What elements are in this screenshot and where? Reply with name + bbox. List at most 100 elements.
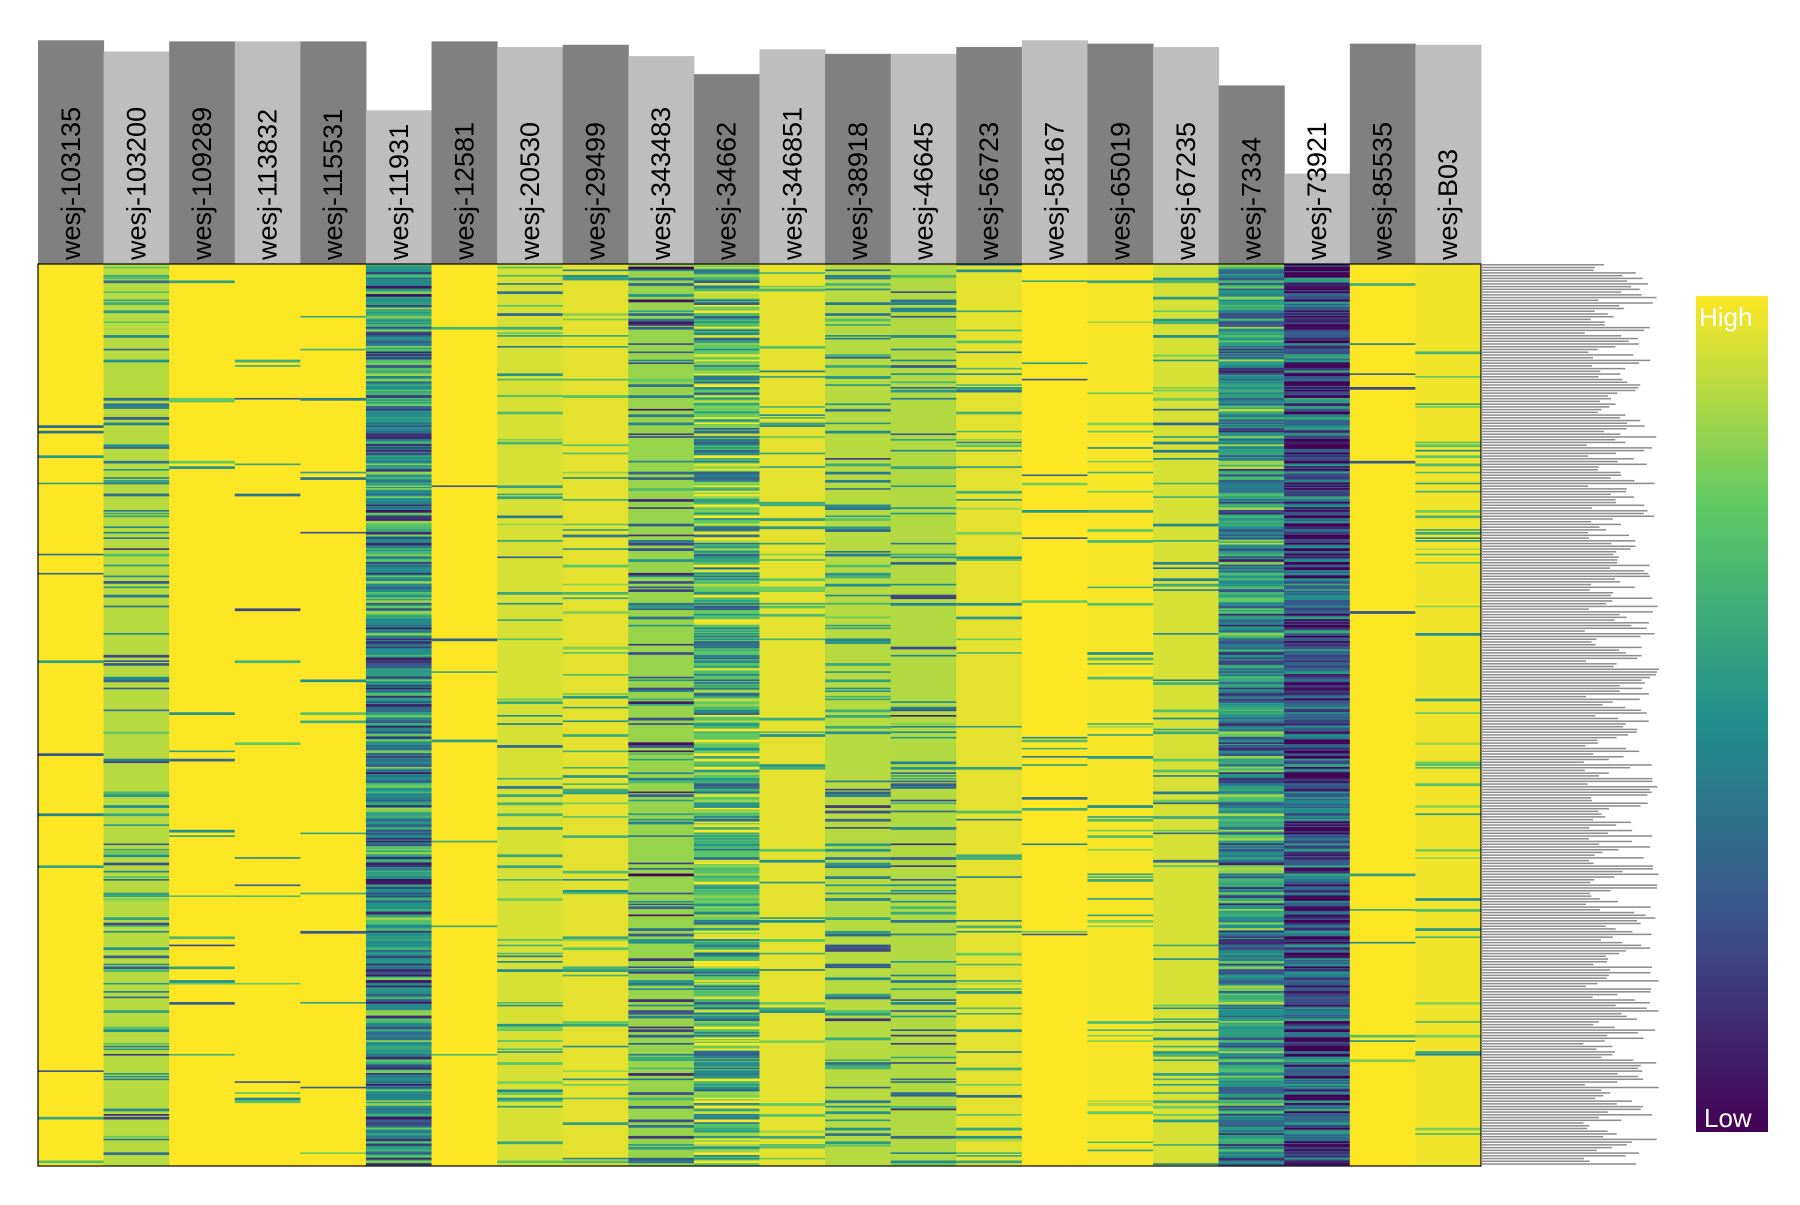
heatmap-cell: [693, 1155, 760, 1157]
heatmap-cell: [365, 449, 433, 452]
row-bar: [1481, 315, 1614, 318]
heatmap-cell: [628, 299, 695, 303]
row-bar: [1481, 646, 1642, 649]
heatmap-column-wesj-12581: [431, 264, 498, 1166]
heatmap-cell: [1415, 605, 1482, 608]
row-bar: [1481, 794, 1648, 796]
row-bar: [1481, 1018, 1638, 1020]
row-bar: [1481, 900, 1619, 903]
heatmap-cell: [1284, 381, 1351, 385]
heatmap-cell: [365, 444, 433, 447]
heatmap-cell: [890, 988, 957, 990]
heatmap-cell: [365, 553, 433, 557]
heatmap-cell: [1218, 373, 1285, 375]
heatmap-cell: [628, 966, 695, 969]
heatmap-cell: [1218, 1053, 1285, 1056]
heatmap-cell: [693, 469, 760, 471]
column-label: wesj-73921: [1302, 122, 1332, 261]
heatmap-cell: [1153, 1007, 1220, 1010]
heatmap-cell: [300, 832, 367, 835]
heatmap-cell: [1284, 280, 1351, 283]
heatmap-cell: [1153, 1018, 1220, 1021]
heatmap-cell: [365, 1056, 433, 1060]
heatmap-cell: [1218, 911, 1285, 915]
heatmap-cell: [693, 370, 760, 373]
heatmap-cell: [1284, 428, 1351, 430]
heatmap-cell: [562, 274, 629, 278]
heatmap-cell: [1218, 365, 1285, 368]
heatmap-cell: [1218, 602, 1285, 606]
heatmap-cell: [890, 879, 957, 881]
heatmap-cell: [1415, 376, 1482, 378]
heatmap-cell: [628, 605, 695, 609]
heatmap-cell: [693, 802, 760, 806]
heatmap-cell: [628, 690, 695, 693]
heatmap-cell: [1218, 589, 1285, 592]
heatmap-cell: [890, 449, 957, 452]
heatmap-cell: [693, 285, 760, 289]
heatmap-cell: [1218, 1004, 1285, 1007]
heatmap-cell: [1218, 594, 1285, 598]
heatmap-cell: [693, 302, 760, 305]
heatmap-cell: [1218, 1070, 1285, 1072]
heatmap-cell: [628, 676, 695, 679]
heatmap-cell: [693, 1051, 760, 1054]
heatmap-cell: [628, 608, 695, 611]
heatmap-cell: [693, 950, 760, 952]
heatmap-cell: [693, 490, 760, 493]
heatmap-cell: [1218, 392, 1285, 395]
row-bar: [1481, 469, 1598, 471]
heatmap-cell: [497, 1105, 564, 1108]
heatmap-cell: [693, 611, 760, 614]
heatmap-cell: [497, 266, 564, 269]
heatmap-cell: [693, 840, 760, 843]
heatmap-cell: [1284, 520, 1351, 523]
heatmap-cell: [956, 387, 1023, 390]
heatmap-cell: [365, 772, 433, 775]
heatmap-cell: [956, 389, 1023, 393]
heatmap-cell: [1218, 567, 1285, 570]
heatmap-cell: [628, 589, 695, 592]
heatmap-cell: [1284, 556, 1351, 559]
heatmap-cell: [103, 397, 170, 401]
heatmap-cell: [103, 422, 170, 426]
heatmap-cell: [365, 572, 433, 575]
heatmap-cell: [1284, 851, 1351, 855]
row-bar: [1481, 586, 1635, 589]
row-bar: [1481, 384, 1641, 386]
heatmap-cell: [1284, 296, 1351, 299]
row-bar: [1481, 769, 1585, 772]
heatmap-cell: [169, 944, 236, 947]
heatmap-cell: [956, 1051, 1023, 1053]
heatmap-cell: [825, 488, 892, 490]
heatmap-cell: [693, 922, 760, 925]
heatmap-cell: [693, 622, 760, 625]
heatmap-cell: [1349, 1040, 1416, 1042]
heatmap-cell: [365, 266, 433, 269]
row-bar: [1481, 933, 1652, 936]
row-bar: [1481, 272, 1636, 274]
heatmap-cell: [1087, 734, 1154, 736]
heatmap-cell: [1218, 324, 1285, 327]
heatmap-cell: [825, 884, 892, 887]
row-bar: [1481, 356, 1593, 359]
heatmap-cell: [1218, 411, 1285, 415]
heatmap-cell: [825, 384, 892, 386]
heatmap-cell: [825, 709, 892, 713]
heatmap-cell: [890, 906, 957, 910]
heatmap-cell: [1218, 1056, 1285, 1059]
heatmap-cell: [1284, 441, 1351, 445]
heatmap-cell: [890, 1062, 957, 1064]
row-bar: [1481, 1141, 1633, 1143]
row-bar: [1481, 1111, 1608, 1113]
heatmap-cell: [1087, 602, 1154, 606]
heatmap-cell: [759, 370, 826, 373]
heatmap-cell: [1415, 1034, 1482, 1038]
heatmap-cell: [365, 1138, 433, 1142]
heatmap-cell: [693, 1146, 760, 1149]
heatmap-cell: [890, 556, 957, 559]
heatmap-cell: [365, 597, 433, 600]
heatmap-cell: [1218, 706, 1285, 710]
heatmap-cell: [693, 734, 760, 736]
row-bar: [1481, 321, 1605, 323]
